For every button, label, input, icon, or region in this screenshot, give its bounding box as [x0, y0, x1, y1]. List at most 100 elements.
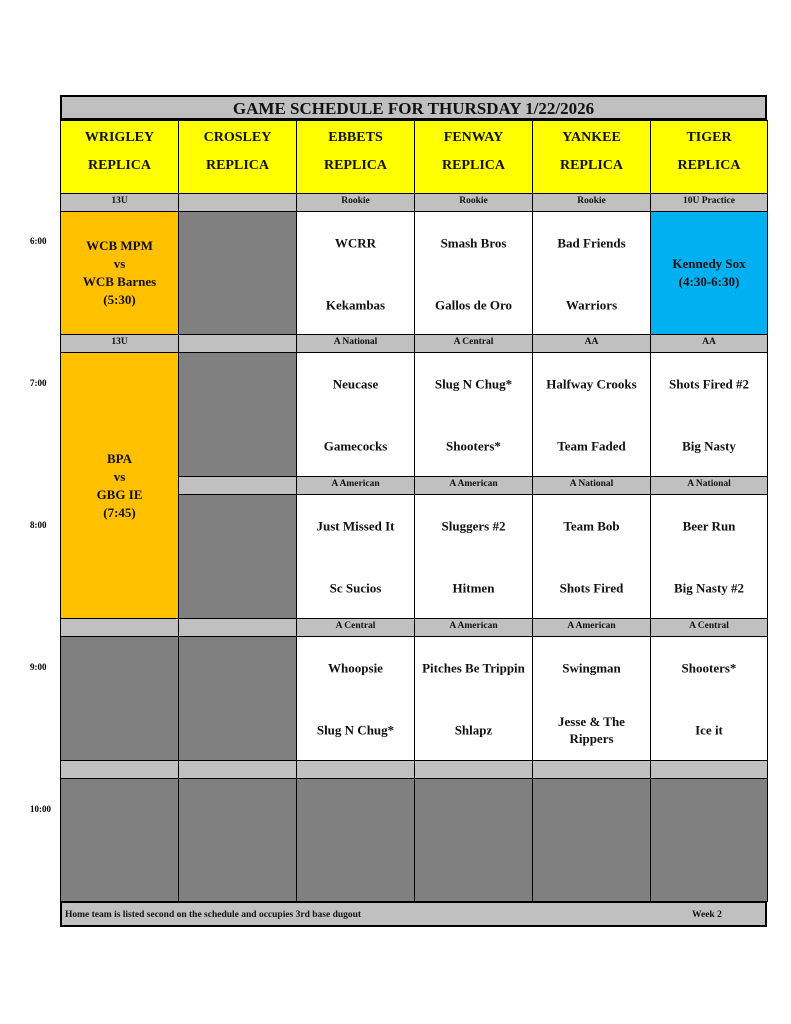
away-team: Swingman	[562, 660, 621, 676]
game-cell: Pitches Be Trippin Shlapz	[414, 636, 533, 761]
field-name: WRIGLEY	[84, 130, 155, 145]
unused-slot	[650, 778, 768, 902]
game-cell: Whoopsie Slug N Chug*	[296, 636, 415, 761]
division-label: A National	[650, 476, 768, 495]
field-name: FENWAY	[443, 130, 504, 145]
away-team: Bad Friends	[557, 235, 626, 251]
home-team: Ice it	[695, 722, 723, 738]
field-sub: REPLICA	[205, 158, 269, 173]
game-cell: Neucase Gamecocks	[296, 352, 415, 477]
division-label: A Central	[296, 618, 415, 637]
time-label: 8:00	[30, 520, 47, 530]
field-name: YANKEE	[562, 130, 621, 145]
unused-slot	[532, 778, 651, 902]
home-team: Sc Sucios	[329, 580, 382, 596]
division-label	[414, 760, 533, 779]
home-team: Gamecocks	[323, 438, 388, 454]
field-sub: REPLICA	[559, 158, 623, 173]
division-label: A American	[532, 618, 651, 637]
unused-slot	[178, 636, 297, 761]
away-team: Neucase	[332, 376, 379, 392]
field-sub: REPLICA	[441, 158, 505, 173]
footer: Home team is listed second on the schedu…	[60, 901, 767, 927]
game-cell: Bad Friends Warriors	[532, 211, 651, 335]
field-name: TIGER	[686, 130, 732, 145]
home-team: Kekambas	[325, 297, 386, 313]
division-label: A National	[532, 476, 651, 495]
division-label	[60, 618, 179, 637]
division-label: A Central	[414, 334, 533, 353]
division-label: A Central	[650, 618, 768, 637]
home-team: Jesse & The Rippers	[558, 714, 625, 746]
home-team: Shots Fired	[559, 580, 624, 596]
home-team: Team Faded	[557, 438, 626, 454]
division-label	[178, 618, 297, 637]
unused-slot	[414, 778, 533, 902]
away-team: Beer Run	[682, 518, 736, 534]
time-label: 6:00	[30, 236, 47, 246]
division-label: Rookie	[532, 193, 651, 212]
time-label: 7:00	[30, 378, 47, 388]
game-cell: Team Bob Shots Fired	[532, 494, 651, 619]
division-label	[60, 760, 179, 779]
home-team: Shooters*	[446, 438, 501, 454]
game-cell: Sluggers #2 Hitmen	[414, 494, 533, 619]
away-team: Pitches Be Trippin	[422, 660, 525, 676]
footer-week: Week 2	[692, 910, 722, 920]
unused-slot	[178, 352, 297, 477]
division-label: A American	[414, 618, 533, 637]
game-cell: Swingman Jesse & The Rippers	[532, 636, 651, 761]
division-label	[532, 760, 651, 779]
away-team: Sluggers #2	[441, 518, 506, 534]
division-label: 10U Practice	[650, 193, 768, 212]
footer-note: Home team is listed second on the schedu…	[65, 910, 362, 920]
division-label: AA	[532, 334, 651, 353]
unused-slot	[296, 778, 415, 902]
field-header: EBBETS REPLICA	[296, 120, 415, 194]
home-team: Warriors	[565, 297, 618, 313]
division-label: A National	[296, 334, 415, 353]
away-team: Smash Bros	[440, 235, 507, 251]
home-team: Hitmen	[452, 580, 495, 596]
field-header: WRIGLEY REPLICA	[60, 120, 179, 194]
game-cell: WCRR Kekambas	[296, 211, 415, 335]
division-label	[296, 760, 415, 779]
away-team: Shooters*	[681, 660, 737, 676]
game-cell: Shots Fired #2 Big Nasty	[650, 352, 768, 477]
time-label: 10:00	[30, 804, 51, 814]
away-team: Whoopsie	[328, 660, 383, 676]
division-label	[178, 193, 297, 212]
away-team: WCRR	[334, 235, 377, 251]
home-team: Big Nasty #2	[673, 580, 745, 596]
special-game-cell: WCB MPM vs WCB Barnes (5:30)	[60, 211, 179, 335]
field-header: TIGER REPLICA	[650, 120, 768, 194]
division-label: 13U	[60, 193, 179, 212]
division-label	[178, 334, 297, 353]
away-team: Shots Fired #2	[669, 376, 749, 392]
field-sub: REPLICA	[677, 158, 741, 173]
game-cell: Just Missed It Sc Sucios	[296, 494, 415, 619]
special-game-cell: BPA vs GBG IE (7:45)	[60, 352, 179, 619]
game-cell: Smash Bros Gallos de Oro	[414, 211, 533, 335]
home-team: Gallos de Oro	[434, 297, 513, 313]
unused-slot	[178, 494, 297, 619]
field-sub: REPLICA	[323, 158, 387, 173]
home-team: Big Nasty	[682, 438, 736, 454]
game-cell: Halfway Crooks Team Faded	[532, 352, 651, 477]
field-sub: REPLICA	[87, 158, 151, 173]
time-label: 9:00	[30, 662, 47, 672]
away-team: Halfway Crooks	[546, 376, 637, 392]
field-name: CROSLEY	[203, 130, 272, 145]
game-cell: Shooters* Ice it	[650, 636, 768, 761]
special-game-cell: Kennedy Sox (4:30-6:30)	[650, 211, 768, 335]
division-label	[650, 760, 768, 779]
division-label: A American	[414, 476, 533, 495]
home-team: Slug N Chug*	[316, 722, 395, 738]
division-label: AA	[650, 334, 768, 353]
division-label: 13U	[60, 334, 179, 353]
home-team: Shlapz	[454, 722, 493, 738]
field-header: CROSLEY REPLICA	[178, 120, 297, 194]
unused-slot	[178, 778, 297, 902]
field-header: YANKEE REPLICA	[532, 120, 651, 194]
away-team: Slug N Chug*	[434, 376, 513, 392]
